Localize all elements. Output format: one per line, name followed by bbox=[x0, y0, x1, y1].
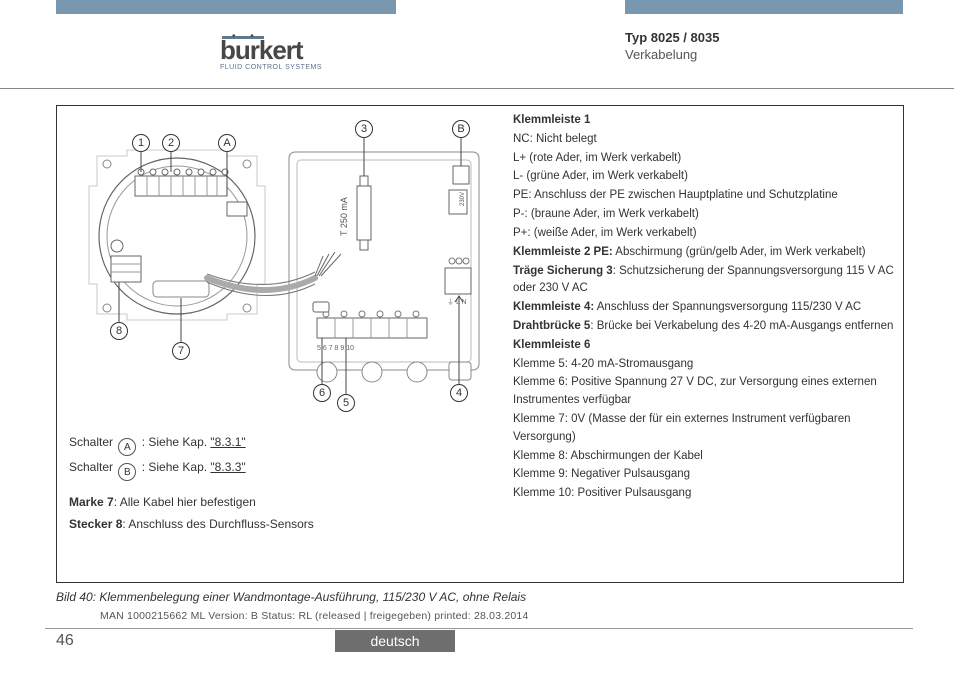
diagram-legend: Schalter A : Siehe Kap. "8.3.1" Schalter… bbox=[69, 431, 489, 535]
switch-a-line: Schalter A : Siehe Kap. "8.3.1" bbox=[69, 431, 489, 456]
figure-caption: Bild 40: Klemmenbelegung einer Wandmonta… bbox=[56, 590, 526, 604]
wiring-diagram: 230V ⏚ L N 5 6 7 8 9 10 bbox=[57, 106, 505, 416]
k1-lminus: L- (grüne Ader, im Werk verkabelt) bbox=[513, 168, 897, 186]
k6-7: Klemme 7: 0V (Masse der für ein externes… bbox=[513, 411, 897, 447]
k4-label: Klemmleiste 4: bbox=[513, 301, 594, 313]
schematic-svg: 230V ⏚ L N 5 6 7 8 9 10 bbox=[57, 106, 505, 416]
callout-7: 7 bbox=[172, 342, 190, 360]
callout-B: B bbox=[452, 120, 470, 138]
label: Marke 7 bbox=[69, 495, 114, 509]
callout-3: 3 bbox=[355, 120, 373, 138]
k6-10: Klemme 10: Positiver Pulsausgang bbox=[513, 485, 897, 503]
ref-831[interactable]: "8.3.1" bbox=[210, 435, 245, 449]
label: Stecker 8 bbox=[69, 517, 122, 531]
color-bar-right bbox=[625, 0, 903, 14]
k1-heading: Klemmleiste 1 bbox=[513, 114, 590, 126]
header-color-bars bbox=[0, 0, 954, 14]
k6-8: Klemme 8: Abschirmungen der Kabel bbox=[513, 448, 897, 466]
callout-4: 4 bbox=[450, 384, 468, 402]
title-block: Typ 8025 / 8035 Verkabelung bbox=[625, 30, 719, 62]
jumper-label: Drahtbrücke 5 bbox=[513, 320, 590, 332]
diagram-column: 230V ⏚ L N 5 6 7 8 9 10 bbox=[57, 106, 505, 582]
svg-text:5 6 7 8 9 10: 5 6 7 8 9 10 bbox=[317, 345, 354, 352]
switch-b-line: Schalter B : Siehe Kap. "8.3.3" bbox=[69, 456, 489, 481]
text: : Siehe Kap. bbox=[142, 460, 211, 474]
header-rule bbox=[0, 88, 954, 89]
k6-heading: Klemmleiste 6 bbox=[513, 339, 590, 351]
fuse-label: T 250 mA bbox=[339, 197, 349, 236]
brand-tagline: FLUID CONTROL SYSTEMS bbox=[220, 64, 322, 71]
text: : Siehe Kap. bbox=[142, 435, 211, 449]
brand-logo: • • burkert FLUID CONTROL SYSTEMS bbox=[220, 36, 322, 71]
k6-9: Klemme 9: Negativer Pulsausgang bbox=[513, 466, 897, 484]
jumper-text: : Brücke bei Verkabelung des 4-20 mA-Aus… bbox=[590, 320, 893, 332]
footer-meta: MAN 1000215662 ML Version: B Status: RL … bbox=[100, 610, 529, 622]
stecker8-line: Stecker 8: Anschluss des Durchfluss-Sens… bbox=[69, 513, 489, 535]
ref-833[interactable]: "8.3.3" bbox=[210, 460, 245, 474]
k1-pminus: P-: (braune Ader, im Werk verkabelt) bbox=[513, 206, 897, 224]
footer-rule bbox=[45, 628, 913, 629]
description-column: Klemmleiste 1 NC: Nicht belegt L+ (rote … bbox=[513, 112, 897, 578]
k1-nc: NC: Nicht belegt bbox=[513, 131, 897, 149]
callout-8: 8 bbox=[110, 322, 128, 340]
section-name: Verkabelung bbox=[625, 47, 719, 62]
language-badge: deutsch bbox=[335, 630, 455, 652]
color-bar-left bbox=[56, 0, 396, 14]
content-box: 230V ⏚ L N 5 6 7 8 9 10 bbox=[56, 105, 904, 583]
k4-text: Anschluss der Spannungsversorgung 115/23… bbox=[594, 301, 861, 313]
k1-pe: PE: Anschluss der PE zwischen Hauptplati… bbox=[513, 187, 897, 205]
k1-pplus: P+: (weiße Ader, im Werk verkabelt) bbox=[513, 225, 897, 243]
k2-text: Abschirmung (grün/gelb Ader, im Werk ver… bbox=[613, 246, 866, 258]
text: : Anschluss des Durchfluss-Sensors bbox=[122, 517, 313, 531]
fuse-label: Träge Sicherung 3 bbox=[513, 265, 613, 277]
callout-2: 2 bbox=[162, 134, 180, 152]
callout-A: A bbox=[218, 134, 236, 152]
page-number: 46 bbox=[56, 632, 74, 650]
inline-circle-A: A bbox=[118, 438, 136, 456]
k6-6: Klemme 6: Positive Spannung 27 V DC, zur… bbox=[513, 374, 897, 410]
callout-5: 5 bbox=[337, 394, 355, 412]
k1-lplus: L+ (rote Ader, im Werk verkabelt) bbox=[513, 150, 897, 168]
svg-text:230V: 230V bbox=[460, 192, 466, 206]
text: Schalter bbox=[69, 435, 116, 449]
text: : Alle Kabel hier befestigen bbox=[114, 495, 256, 509]
text: Schalter bbox=[69, 460, 116, 474]
callout-1: 1 bbox=[132, 134, 150, 152]
type-line: Typ 8025 / 8035 bbox=[625, 30, 719, 45]
callout-6: 6 bbox=[313, 384, 331, 402]
marke7-line: Marke 7: Alle Kabel hier befestigen bbox=[69, 491, 489, 513]
inline-circle-B: B bbox=[118, 463, 136, 481]
k2-label: Klemmleiste 2 PE: bbox=[513, 246, 613, 258]
k6-5: Klemme 5: 4-20 mA-Stromausgang bbox=[513, 356, 897, 374]
